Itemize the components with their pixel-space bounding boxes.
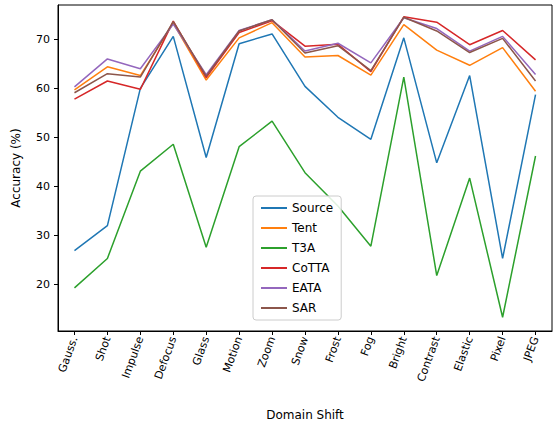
svg-text:Motion: Motion (220, 335, 245, 375)
svg-text:70: 70 (36, 33, 50, 46)
svg-text:Tent: Tent (291, 221, 317, 235)
svg-text:20: 20 (36, 278, 50, 291)
svg-text:60: 60 (36, 82, 50, 95)
svg-text:40: 40 (36, 180, 50, 193)
svg-text:Contrast: Contrast (415, 334, 444, 383)
svg-text:Frost: Frost (323, 334, 345, 364)
svg-text:T3A: T3A (291, 241, 316, 255)
svg-text:Gauss.: Gauss. (56, 335, 81, 374)
svg-text:Fog: Fog (358, 335, 377, 358)
svg-text:Elastic: Elastic (451, 335, 475, 373)
svg-text:SAR: SAR (292, 301, 316, 315)
svg-text:Zoom: Zoom (255, 335, 278, 369)
svg-text:CoTTA: CoTTA (292, 261, 330, 275)
svg-text:Domain Shift: Domain Shift (266, 408, 344, 422)
svg-text:30: 30 (36, 229, 50, 242)
svg-text:EATA: EATA (292, 281, 322, 295)
svg-text:JPEG: JPEG (520, 335, 541, 364)
svg-text:Shot: Shot (93, 334, 114, 363)
svg-text:Glass: Glass (190, 335, 212, 368)
svg-text:Impulse: Impulse (119, 335, 146, 381)
svg-text:Bright: Bright (386, 334, 410, 370)
svg-text:Pixel: Pixel (488, 335, 509, 363)
svg-text:Snow: Snow (289, 335, 311, 367)
svg-text:Accuracy (%): Accuracy (%) (9, 128, 23, 207)
svg-text:Source: Source (292, 201, 333, 215)
svg-text:50: 50 (36, 131, 50, 144)
svg-text:Defocus: Defocus (152, 335, 180, 382)
